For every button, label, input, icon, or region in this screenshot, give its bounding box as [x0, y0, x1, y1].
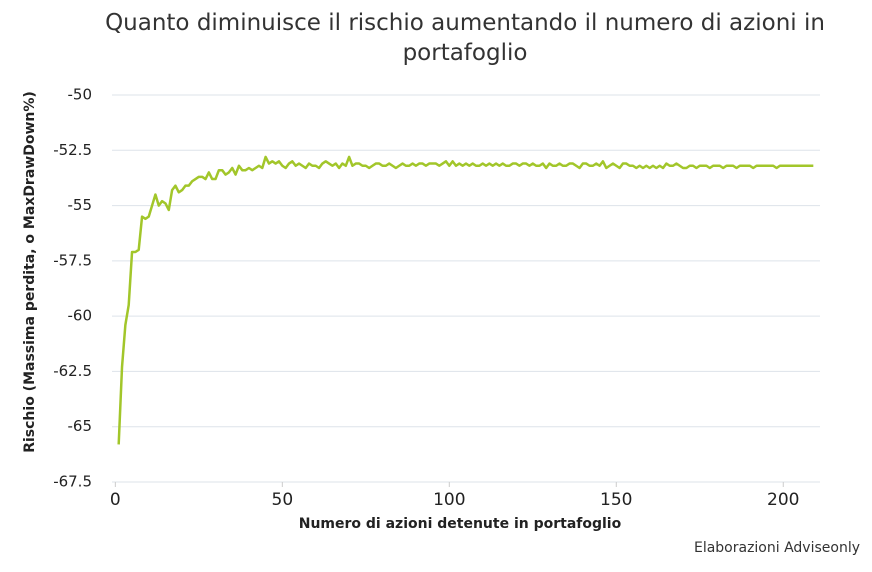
y-tick-label: -60 [68, 307, 93, 325]
y-tick-label: -67.5 [53, 473, 92, 491]
data-line [117, 155, 814, 445]
y-tick-label: -52.5 [53, 141, 92, 159]
y-tick-label: -57.5 [53, 251, 92, 269]
y-tick-label: -55 [68, 196, 93, 214]
x-tick-label: 200 [767, 490, 799, 510]
x-axis-label: Numero di azioni detenute in portafoglio [299, 516, 622, 532]
y-axis-label: Rischio (Massima perdita, o MaxDrawDown%… [22, 91, 38, 453]
x-tick-label: 0 [110, 490, 121, 510]
chart-title: Quanto diminuisce il rischio aumentando … [105, 10, 825, 66]
x-tick-label: 150 [600, 490, 632, 510]
y-tick-label: -62.5 [53, 362, 92, 380]
y-tick-label: -65 [68, 417, 93, 435]
source-note: Elaborazioni Adviseonly [693, 540, 860, 556]
x-tick-label: 50 [272, 490, 294, 510]
x-tick-label: 100 [433, 490, 465, 510]
y-tick-label: -50 [68, 86, 93, 104]
